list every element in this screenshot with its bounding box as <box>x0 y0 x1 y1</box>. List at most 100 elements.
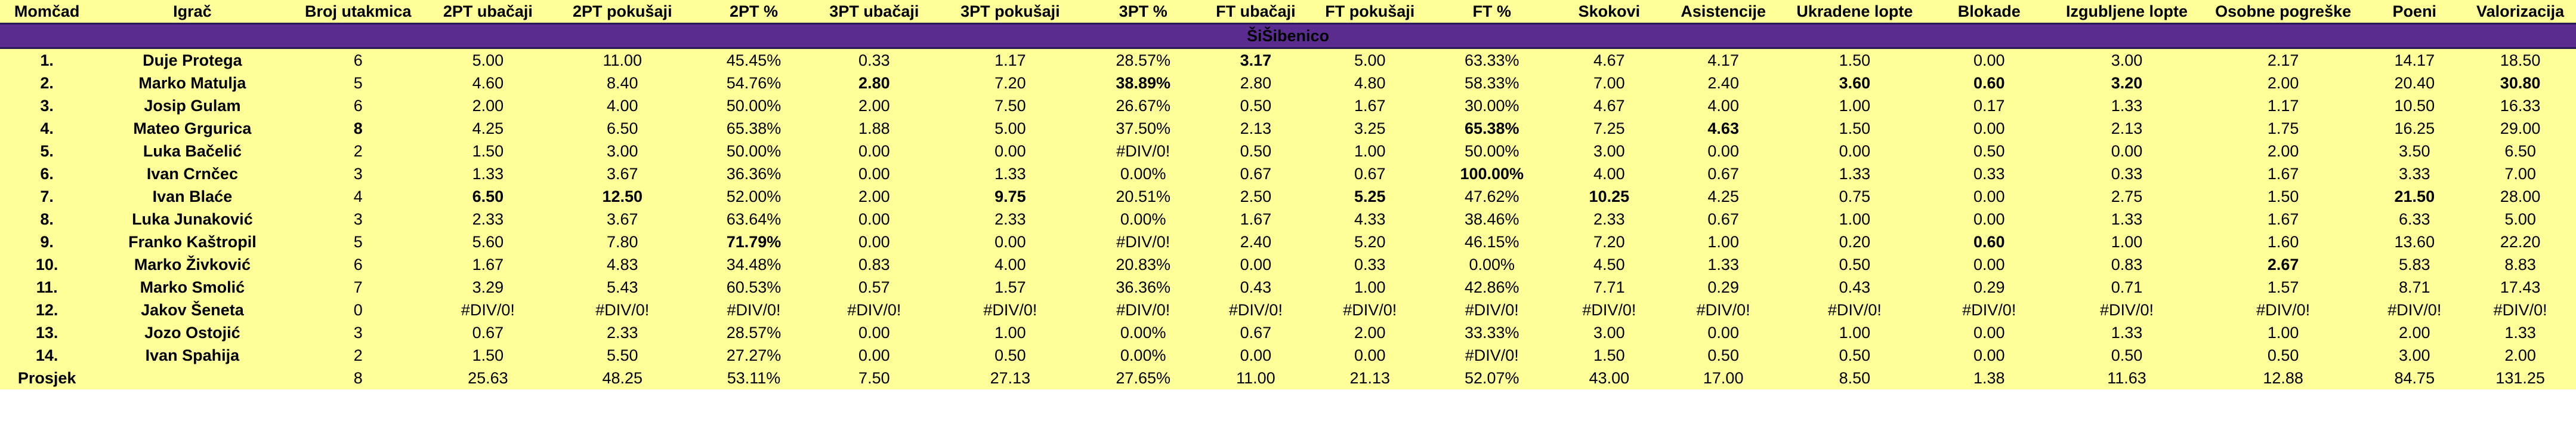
stat-cell-3pt-ubacaji: #DIV/0! <box>813 299 935 321</box>
stat-cell-ft: 65.38% <box>1429 117 1555 140</box>
stat-cell-3pt: #DIV/0! <box>1085 299 1201 321</box>
stat-cell-ft-ubacaji: 0.50 <box>1201 94 1311 117</box>
average-cell-2pt-ubacaji: 25.63 <box>425 367 551 389</box>
average-name-empty <box>94 367 291 389</box>
column-header-valorizacija: Valorizacija <box>2464 0 2576 24</box>
stat-cell-broj-utakmica: 4 <box>291 185 426 208</box>
player-rank: 4. <box>0 117 94 140</box>
stat-cell-3pt-pokusaji: 7.20 <box>935 72 1086 94</box>
stat-cell-blokade: #DIV/0! <box>1926 299 2052 321</box>
stat-cell-asistencije: 4.25 <box>1664 185 1783 208</box>
stat-cell-ft: 33.33% <box>1429 321 1555 344</box>
stat-cell-3pt-pokusaji: 0.00 <box>935 140 1086 162</box>
stat-cell-skokovi: 3.00 <box>1554 321 1664 344</box>
player-rank: 7. <box>0 185 94 208</box>
average-cell-asistencije: 17.00 <box>1664 367 1783 389</box>
stat-cell-asistencije: 4.17 <box>1664 48 1783 72</box>
stat-cell-skokovi: 4.67 <box>1554 48 1664 72</box>
stat-cell-3pt: 36.36% <box>1085 276 1201 299</box>
stat-cell-3pt-ubacaji: 0.00 <box>813 140 935 162</box>
stat-cell-skokovi: 7.71 <box>1554 276 1664 299</box>
stat-cell-3pt-pokusaji: 9.75 <box>935 185 1086 208</box>
stat-cell-blokade: 0.50 <box>1926 140 2052 162</box>
player-rank: 5. <box>0 140 94 162</box>
stat-cell-ft-ubacaji: 0.50 <box>1201 140 1311 162</box>
stat-cell-2pt-ubacaji: 1.50 <box>425 140 551 162</box>
stat-cell-3pt: 28.57% <box>1085 48 1201 72</box>
average-label: Prosjek <box>0 367 94 389</box>
player-rank: 2. <box>0 72 94 94</box>
average-cell-2pt-pokusaji: 48.25 <box>550 367 694 389</box>
stat-cell-osobne-pogreske: 1.50 <box>2201 185 2365 208</box>
stat-cell-poeni: 16.25 <box>2364 117 2465 140</box>
stat-cell-ft-ubacaji: 1.67 <box>1201 208 1311 231</box>
stat-cell-3pt-ubacaji: 0.00 <box>813 344 935 367</box>
stat-cell-poeni: 3.00 <box>2364 344 2465 367</box>
table-row: 12. Jakov Šeneta 0 #DIV/0! #DIV/0! #DIV/0! #DI… <box>0 299 2576 321</box>
stat-cell-ft-pokusaji: 0.33 <box>1310 253 1429 276</box>
stat-cell-3pt-pokusaji: 0.50 <box>935 344 1086 367</box>
stat-cell-izgubljene-lopte: 2.75 <box>2052 185 2202 208</box>
column-header-ft: FT % <box>1429 0 1555 24</box>
table-row: 13. Jozo Ostojić 3 0.67 2.33 28.57% 0.00 1.00 0.… <box>0 321 2576 344</box>
table-row: 5. Luka Bačelić 2 1.50 3.00 50.00% 0.00 0.00 #DI… <box>0 140 2576 162</box>
stat-cell-ft-pokusaji: 5.25 <box>1310 185 1429 208</box>
stat-cell-poeni: 5.83 <box>2364 253 2465 276</box>
stat-cell-3pt-ubacaji: 0.00 <box>813 321 935 344</box>
stat-cell-3pt: 26.67% <box>1085 94 1201 117</box>
stat-cell-2pt-ubacaji: 2.33 <box>425 208 551 231</box>
column-header-broj-utakmica: Broj utakmica <box>291 0 426 24</box>
stat-cell-2pt-ubacaji: #DIV/0! <box>425 299 551 321</box>
stat-cell-2pt-pokusaji: 8.40 <box>550 72 694 94</box>
team-banner-row: ŠiŠibenico <box>0 23 2576 49</box>
stat-cell-izgubljene-lopte: 1.00 <box>2052 231 2202 253</box>
stat-cell-ft-pokusaji: 3.25 <box>1310 117 1429 140</box>
stat-cell-3pt: 0.00% <box>1085 208 1201 231</box>
player-rank: 12. <box>0 299 94 321</box>
stat-cell-asistencije: #DIV/0! <box>1664 299 1783 321</box>
stat-cell-osobne-pogreske: 1.60 <box>2201 231 2365 253</box>
player-name: Luka Junaković <box>94 208 291 231</box>
stat-cell-osobne-pogreske: 1.17 <box>2201 94 2365 117</box>
stat-cell-ukradene-lopte: 1.00 <box>1783 208 1927 231</box>
player-name: Marko Smolić <box>94 276 291 299</box>
player-rank: 14. <box>0 344 94 367</box>
table-row: 10. Marko Živković 6 1.67 4.83 34.48% 0.83 4.00… <box>0 253 2576 276</box>
stat-cell-poeni: 3.33 <box>2364 162 2465 185</box>
stat-cell-2pt: 36.36% <box>694 162 814 185</box>
stat-cell-3pt-ubacaji: 0.00 <box>813 162 935 185</box>
stat-cell-ft: 42.86% <box>1429 276 1555 299</box>
stat-cell-blokade: 0.00 <box>1926 185 2052 208</box>
stat-cell-ft-pokusaji: 5.20 <box>1310 231 1429 253</box>
stat-cell-valorizacija: 17.43 <box>2464 276 2576 299</box>
stat-cell-3pt: 0.00% <box>1085 344 1201 367</box>
stat-cell-3pt-pokusaji: 4.00 <box>935 253 1086 276</box>
stat-cell-izgubljene-lopte: 0.33 <box>2052 162 2202 185</box>
stat-cell-blokade: 0.00 <box>1926 208 2052 231</box>
stat-cell-osobne-pogreske: 2.67 <box>2201 253 2365 276</box>
stat-cell-ukradene-lopte: 1.00 <box>1783 321 1927 344</box>
stat-cell-osobne-pogreske: 1.57 <box>2201 276 2365 299</box>
stat-cell-ft-pokusaji: 0.00 <box>1310 344 1429 367</box>
player-name: Ivan Spahija <box>94 344 291 367</box>
player-rank: 3. <box>0 94 94 117</box>
stat-cell-3pt: 0.00% <box>1085 162 1201 185</box>
stat-cell-2pt: 52.00% <box>694 185 814 208</box>
stat-cell-osobne-pogreske: 1.75 <box>2201 117 2365 140</box>
stat-cell-asistencije: 0.67 <box>1664 208 1783 231</box>
stat-cell-3pt-ubacaji: 0.33 <box>813 48 935 72</box>
stat-cell-skokovi: 3.00 <box>1554 140 1664 162</box>
stat-cell-ft-ubacaji: 0.00 <box>1201 253 1311 276</box>
stat-cell-poeni: 14.17 <box>2364 48 2465 72</box>
stat-cell-ukradene-lopte: 0.50 <box>1783 344 1927 367</box>
stat-cell-blokade: 0.17 <box>1926 94 2052 117</box>
stat-cell-valorizacija: 6.50 <box>2464 140 2576 162</box>
stat-cell-broj-utakmica: 6 <box>291 48 426 72</box>
stat-cell-3pt-ubacaji: 1.88 <box>813 117 935 140</box>
stat-cell-ft-ubacaji: 2.50 <box>1201 185 1311 208</box>
stat-cell-2pt: 71.79% <box>694 231 814 253</box>
table-row: 4. Mateo Grgurica 8 4.25 6.50 65.38% 1.88 5.00 3… <box>0 117 2576 140</box>
stat-cell-3pt-ubacaji: 0.00 <box>813 231 935 253</box>
average-cell-3pt: 27.65% <box>1085 367 1201 389</box>
stat-cell-ft-pokusaji: #DIV/0! <box>1310 299 1429 321</box>
